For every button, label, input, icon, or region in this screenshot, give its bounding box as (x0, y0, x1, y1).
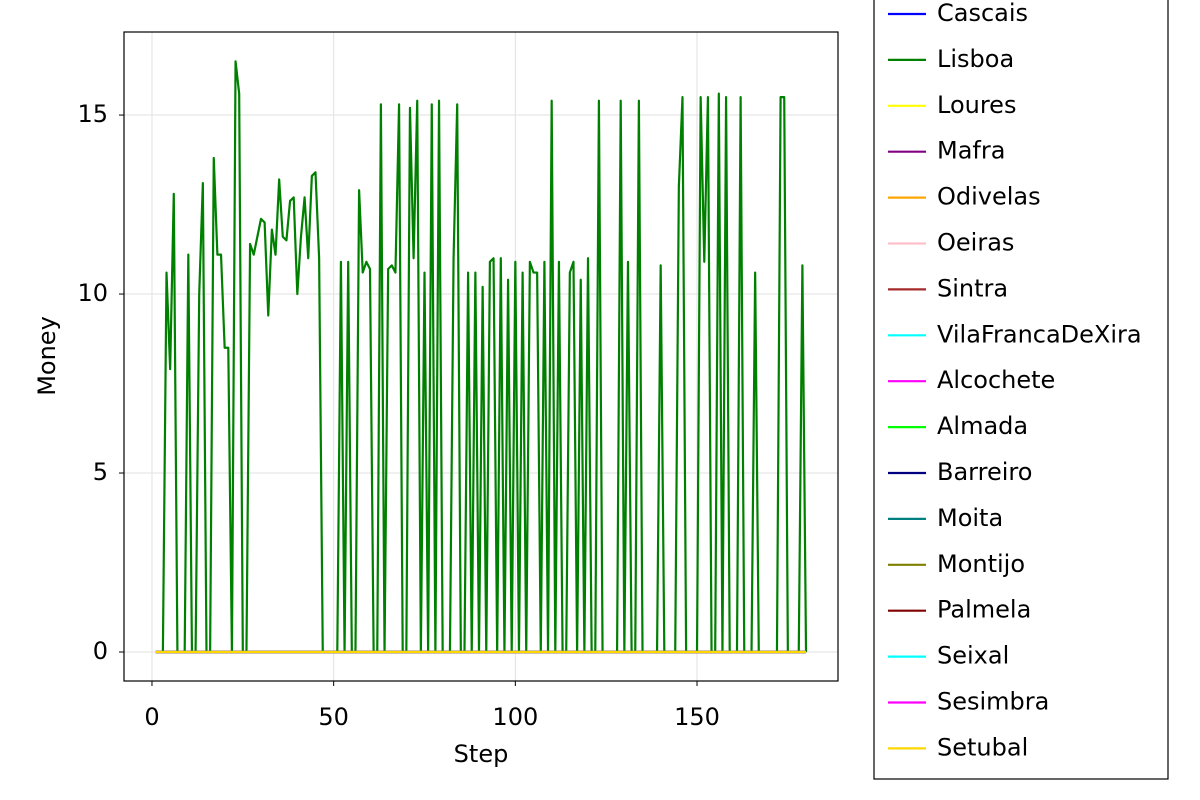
legend: Cascais Lisboa Loures Mafra Odivelas Oeiras Si… (888, 0, 1142, 761)
legend-label: Seixal (937, 642, 1009, 670)
legend-label: Loures (937, 91, 1016, 119)
x-tick-label: 50 (318, 703, 349, 731)
series-line (155, 60, 808, 654)
legend-label: Setubal (937, 733, 1028, 761)
x-tick-label: 100 (492, 703, 538, 731)
legend-label: Alcochete (937, 366, 1055, 394)
legend-label: Barreiro (937, 458, 1032, 486)
legend-label: Cascais (937, 0, 1028, 27)
y-axis-label: Money (33, 316, 61, 396)
legend-label: Palmela (937, 596, 1031, 624)
legend-label: Lisboa (937, 45, 1014, 73)
legend-label: Odivelas (937, 183, 1041, 211)
y-tick-label: 5 (93, 458, 108, 486)
x-tick-label: 150 (674, 703, 720, 731)
y-tick-label: 0 (93, 637, 108, 665)
legend-label: Mafra (937, 137, 1005, 165)
plot-frame (123, 31, 839, 682)
legend-label: Montijo (937, 550, 1025, 578)
legend-label: Moita (937, 504, 1003, 532)
legend-label: Sintra (937, 274, 1008, 302)
legend-label: Oeiras (937, 229, 1014, 257)
y-tick-label: 10 (77, 279, 108, 307)
x-axis-label: Step (454, 740, 509, 768)
legend-label: VilaFrancaDeXira (937, 320, 1142, 348)
x-tick-label: 0 (144, 703, 159, 731)
plot-lines (155, 60, 808, 654)
legend-label: Sesimbra (937, 688, 1049, 716)
legend-label: Almada (937, 412, 1028, 440)
legend-box (873, 0, 1169, 780)
y-tick-label: 15 (77, 100, 108, 128)
